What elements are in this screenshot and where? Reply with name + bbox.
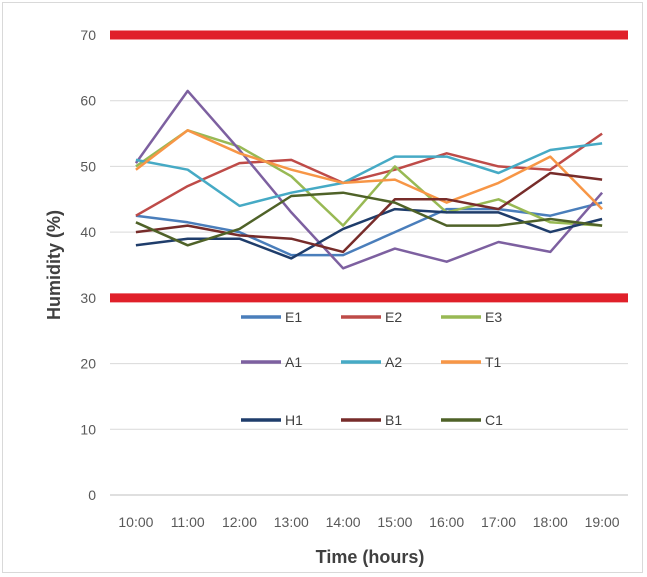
x-tick-label: 12:00 [222, 514, 257, 530]
y-tick-label: 60 [80, 93, 96, 109]
y-tick-labels: 0 10 20 30 40 50 60 70 [80, 27, 96, 503]
gridlines [110, 34, 628, 496]
reference-lines [110, 30, 628, 303]
y-axis-title: Humidity (%) [44, 210, 64, 320]
legend-label-e1: E1 [285, 309, 302, 325]
x-tick-label: 15:00 [377, 514, 412, 530]
legend: E1 E2 E3 A1 A2 T1 H1 B1 C1 [241, 309, 503, 428]
legend-label-e3: E3 [485, 309, 502, 325]
x-tick-label: 10:00 [118, 514, 153, 530]
x-tick-label: 18:00 [533, 514, 568, 530]
series-line-e3 [135, 129, 603, 227]
x-tick-label: 19:00 [585, 514, 620, 530]
series-line-b1 [135, 171, 603, 254]
series-line-e1 [135, 201, 603, 257]
x-tick-label: 11:00 [171, 514, 205, 530]
y-tick-label: 20 [80, 356, 96, 372]
series-line-c1 [135, 191, 603, 247]
y-tick-label: 0 [88, 487, 96, 503]
series-lines [134, 89, 604, 270]
x-tick-label: 14:00 [326, 514, 361, 530]
x-tick-label: 17:00 [481, 514, 516, 530]
legend-label-h1: H1 [285, 412, 303, 428]
series-line-h1 [135, 207, 603, 260]
y-tick-label: 70 [80, 27, 96, 43]
x-axis-title: Time (hours) [316, 547, 425, 567]
y-tick-label: 40 [80, 224, 96, 240]
series-line-t1 [135, 129, 603, 210]
x-tick-labels: 10:00 11:00 12:00 13:00 14:00 15:00 16:00 17:00… [118, 514, 619, 530]
legend-label-a2: A2 [385, 354, 402, 370]
x-tick-label: 16:00 [429, 514, 464, 530]
legend-label-a1: A1 [285, 354, 302, 370]
y-tick-label: 30 [80, 290, 96, 306]
legend-label-t1: T1 [485, 354, 502, 370]
x-tick-label: 13:00 [274, 514, 309, 530]
series-line-a2 [135, 142, 603, 208]
series-line-e2 [135, 132, 603, 217]
legend-label-c1: C1 [485, 412, 503, 428]
y-tick-label: 50 [80, 158, 96, 174]
legend-label-e2: E2 [385, 309, 402, 325]
series-line-a1 [134, 89, 604, 270]
legend-label-b1: B1 [385, 412, 402, 428]
y-tick-label: 10 [80, 421, 96, 437]
